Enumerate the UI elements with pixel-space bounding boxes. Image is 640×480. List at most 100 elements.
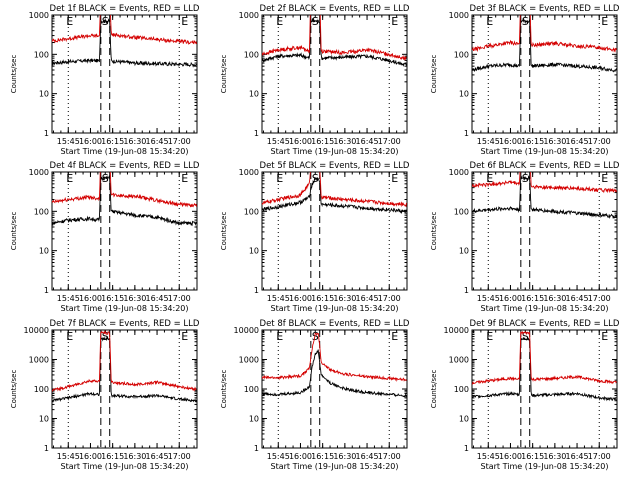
y-axis-label: Counts/sec	[430, 55, 438, 94]
x-tick-label: 16:00	[289, 137, 312, 146]
marker-label-e: E	[391, 330, 398, 343]
x-tick-label: 15:45	[477, 452, 500, 461]
panel-det-3: Det 3f BLACK = Events, RED = LLD 1 10 100 10…	[430, 4, 620, 156]
x-tick-label: 16:45	[356, 452, 379, 461]
panel-title: Det 4f BLACK = Events, RED = LLD	[50, 161, 200, 171]
marker-label-e: E	[181, 15, 188, 28]
y-tick-label: 1	[44, 286, 49, 295]
plot-frame	[471, 171, 618, 291]
y-tick-label: 10	[249, 90, 259, 99]
y-tick-label: 1	[254, 286, 259, 295]
x-tick-label: 15:45	[267, 452, 290, 461]
y-tick-label: 10	[39, 415, 49, 424]
x-tick-label: 17:00	[588, 294, 611, 303]
y-tick-label: 10	[459, 247, 469, 256]
panel-det-4: Det 4f BLACK = Events, RED = LLD 1 10 100 10…	[10, 161, 200, 313]
y-axis-label: Counts/sec	[220, 370, 228, 409]
plot-frame	[51, 14, 198, 134]
panel-det-7: Det 7f BLACK = Events, RED = LLD 1 10 100 10…	[10, 319, 200, 471]
plot-frame	[261, 171, 408, 291]
x-tick-label: 16:00	[289, 452, 312, 461]
series-group	[262, 15, 407, 67]
x-tick-label: 15:45	[477, 137, 500, 146]
x-tick-label: 16:45	[146, 452, 169, 461]
y-tick-label: 1000	[29, 168, 49, 177]
x-tick-label: 16:30	[543, 452, 566, 461]
x-tick-label: 15:45	[267, 294, 290, 303]
plot-frame	[51, 171, 198, 291]
x-tick-label: 16:00	[499, 452, 522, 461]
y-tick-label: 10	[459, 90, 469, 99]
y-axis-label: Counts/sec	[430, 212, 438, 251]
plot-frame	[471, 329, 618, 449]
panel-det-6: Det 6f BLACK = Events, RED = LLD 1 10 100 10…	[430, 161, 620, 313]
series-line-lld	[472, 172, 617, 194]
y-axis-label: Counts/sec	[10, 370, 18, 409]
series-line-lld	[52, 172, 197, 208]
marker-label-e: E	[601, 330, 608, 343]
series-line-events	[262, 176, 407, 215]
x-tick-label: 16:15	[521, 294, 544, 303]
x-axis-label: Start Time (19-Jun-08 15:34:20)	[271, 462, 399, 471]
y-tick-label: 1000	[29, 11, 49, 20]
y-tick-label: 100	[454, 50, 469, 59]
x-tick-label: 16:15	[101, 452, 124, 461]
marker-label-e: E	[181, 330, 188, 343]
x-tick-label: 15:45	[57, 452, 80, 461]
x-axis-label: Start Time (19-Jun-08 15:34:20)	[481, 147, 609, 156]
x-tick-label: 17:00	[588, 452, 611, 461]
x-axis-label: Start Time (19-Jun-08 15:34:20)	[271, 147, 399, 156]
series-group	[262, 332, 407, 398]
y-tick-label: 10000	[444, 326, 469, 335]
y-tick-label: 100	[34, 207, 49, 216]
y-axis-label: Counts/sec	[10, 55, 18, 94]
series-line-lld	[262, 172, 407, 208]
x-tick-label: 15:45	[477, 294, 500, 303]
marker-label-e: E	[486, 15, 493, 28]
y-tick-label: 100	[454, 207, 469, 216]
series-line-events	[472, 336, 617, 402]
series-line-lld	[262, 15, 407, 61]
x-tick-label: 16:45	[566, 137, 589, 146]
y-tick-label: 1	[464, 444, 469, 453]
y-tick-label: 1000	[239, 356, 259, 365]
y-tick-label: 1	[464, 129, 469, 138]
marker-label-e: E	[391, 172, 398, 185]
x-tick-label: 16:15	[311, 137, 334, 146]
panel-det-1: Det 1f BLACK = Events, RED = LLD 1 10 100 10…	[10, 4, 200, 156]
panel-title: Det 6f BLACK = Events, RED = LLD	[470, 161, 620, 171]
x-tick-label: 16:00	[79, 137, 102, 146]
y-axis-label: Counts/sec	[10, 212, 18, 251]
marker-label-e: E	[181, 172, 188, 185]
y-tick-label: 10	[39, 90, 49, 99]
x-axis-label: Start Time (19-Jun-08 15:34:20)	[481, 462, 609, 471]
x-tick-label: 15:45	[57, 137, 80, 146]
series-line-events	[52, 17, 197, 68]
y-tick-label: 1	[464, 286, 469, 295]
series-line-events	[52, 336, 197, 403]
x-tick-label: 16:30	[333, 452, 356, 461]
series-line-events	[472, 175, 617, 220]
marker-label-e: E	[276, 15, 283, 28]
series-group	[472, 172, 617, 220]
x-tick-label: 16:15	[521, 452, 544, 461]
x-tick-label: 16:30	[123, 452, 146, 461]
series-line-events	[52, 175, 197, 227]
y-axis-label: Counts/sec	[220, 55, 228, 94]
y-tick-label: 10000	[234, 326, 259, 335]
x-axis-label: Start Time (19-Jun-08 15:34:20)	[271, 304, 399, 313]
marker-label-e: E	[486, 172, 493, 185]
y-tick-label: 1000	[449, 356, 469, 365]
x-tick-label: 16:30	[543, 137, 566, 146]
x-tick-label: 17:00	[378, 452, 401, 461]
panel-det-5: Det 5f BLACK = Events, RED = LLD 1 10 100 10…	[220, 161, 410, 313]
plot-frame	[261, 329, 408, 449]
panel-title: Det 2f BLACK = Events, RED = LLD	[260, 4, 410, 14]
series-group	[472, 15, 617, 73]
series-group	[262, 172, 407, 215]
series-line-lld	[52, 330, 197, 392]
x-tick-label: 16:15	[101, 294, 124, 303]
x-tick-label: 16:15	[101, 137, 124, 146]
marker-label-e: E	[66, 15, 73, 28]
panel-title: Det 3f BLACK = Events, RED = LLD	[470, 4, 620, 14]
